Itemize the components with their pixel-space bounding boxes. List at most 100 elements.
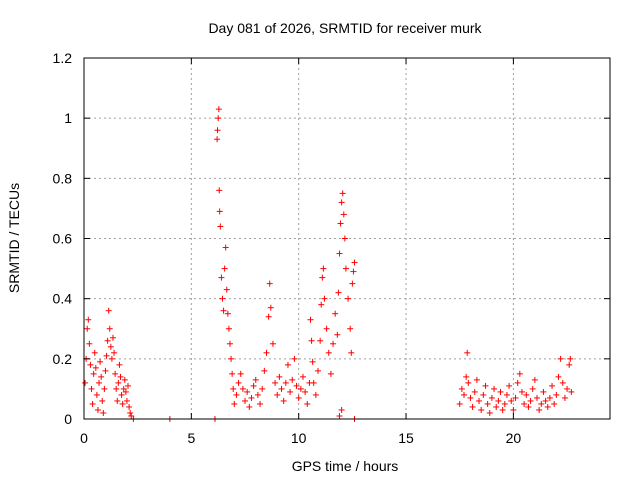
data-point — [295, 394, 302, 401]
data-point — [491, 385, 498, 392]
data-point — [335, 289, 342, 296]
data-point — [338, 406, 345, 413]
data-point — [323, 325, 330, 332]
data-point — [114, 397, 121, 404]
data-point — [325, 349, 332, 356]
data-point — [469, 403, 476, 410]
data-point — [503, 391, 510, 398]
data-point — [82, 379, 89, 386]
data-point — [299, 373, 306, 380]
data-point — [111, 349, 118, 356]
x-tick-label: 5 — [187, 430, 195, 446]
data-point — [456, 400, 463, 407]
data-point — [339, 190, 346, 197]
data-point — [553, 391, 560, 398]
data-point — [89, 400, 96, 407]
data-point — [284, 361, 291, 368]
data-point — [105, 307, 112, 314]
data-point — [223, 286, 230, 293]
data-point — [274, 391, 281, 398]
data-point — [327, 370, 334, 377]
data-point — [349, 280, 356, 287]
data-point — [226, 340, 233, 347]
data-point — [235, 379, 242, 386]
data-point — [536, 406, 543, 413]
data-point — [518, 388, 525, 395]
data-point — [97, 358, 104, 365]
data-point — [104, 337, 111, 344]
data-point — [342, 265, 349, 272]
data-point — [478, 406, 485, 413]
data-point — [527, 397, 534, 404]
data-point — [506, 382, 513, 389]
data-point — [102, 367, 109, 374]
data-point — [514, 379, 521, 386]
data-point — [84, 325, 91, 332]
data-point — [508, 397, 515, 404]
data-point — [113, 385, 120, 392]
data-point — [127, 409, 134, 416]
data-point — [216, 187, 223, 194]
x-tick-label: 10 — [291, 430, 307, 446]
data-point — [126, 403, 133, 410]
data-point — [523, 391, 530, 398]
data-point — [214, 127, 221, 134]
data-point — [106, 325, 113, 332]
data-point — [242, 397, 249, 404]
data-point — [495, 397, 502, 404]
data-point — [252, 376, 259, 383]
data-point — [465, 379, 472, 386]
data-point — [117, 373, 124, 380]
chart-title: Day 081 of 2026, SRMTID for receiver mur… — [208, 20, 482, 36]
data-point — [233, 391, 240, 398]
data-point — [338, 199, 345, 206]
data-point — [566, 361, 573, 368]
data-point — [108, 355, 115, 362]
data-point — [215, 106, 222, 113]
data-point — [87, 361, 94, 368]
data-point — [473, 376, 480, 383]
data-point — [291, 355, 298, 362]
grid-lines — [84, 58, 610, 419]
x-tick-label: 0 — [80, 430, 88, 446]
data-point — [345, 295, 352, 302]
data-point — [337, 220, 344, 227]
data-point — [568, 388, 575, 395]
data-point — [564, 385, 571, 392]
data-point — [237, 370, 244, 377]
data-point — [559, 379, 566, 386]
data-point — [219, 295, 226, 302]
data-point — [118, 391, 125, 398]
data-point — [534, 394, 541, 401]
data-point — [93, 391, 100, 398]
data-point — [109, 334, 116, 341]
data-point — [91, 349, 98, 356]
data-point — [540, 388, 547, 395]
data-point — [98, 373, 105, 380]
data-point — [250, 382, 257, 389]
data-point — [266, 280, 273, 287]
data-point — [463, 373, 470, 380]
data-point — [336, 412, 343, 419]
data-point — [341, 235, 348, 242]
data-point — [254, 391, 261, 398]
data-point — [222, 244, 229, 251]
data-point — [119, 400, 126, 407]
data-point — [215, 115, 222, 122]
data-point — [99, 397, 106, 404]
data-point — [482, 382, 489, 389]
data-point — [282, 379, 289, 386]
data-point — [96, 379, 103, 386]
data-point — [557, 355, 564, 362]
data-point — [521, 400, 528, 407]
data-point — [318, 301, 325, 308]
data-point — [218, 274, 225, 281]
data-point — [278, 385, 285, 392]
data-point — [334, 331, 341, 338]
data-point — [276, 373, 283, 380]
data-point — [321, 295, 328, 302]
data-point — [555, 373, 562, 380]
data-point — [239, 385, 246, 392]
y-tick-label: 0.8 — [53, 170, 73, 186]
